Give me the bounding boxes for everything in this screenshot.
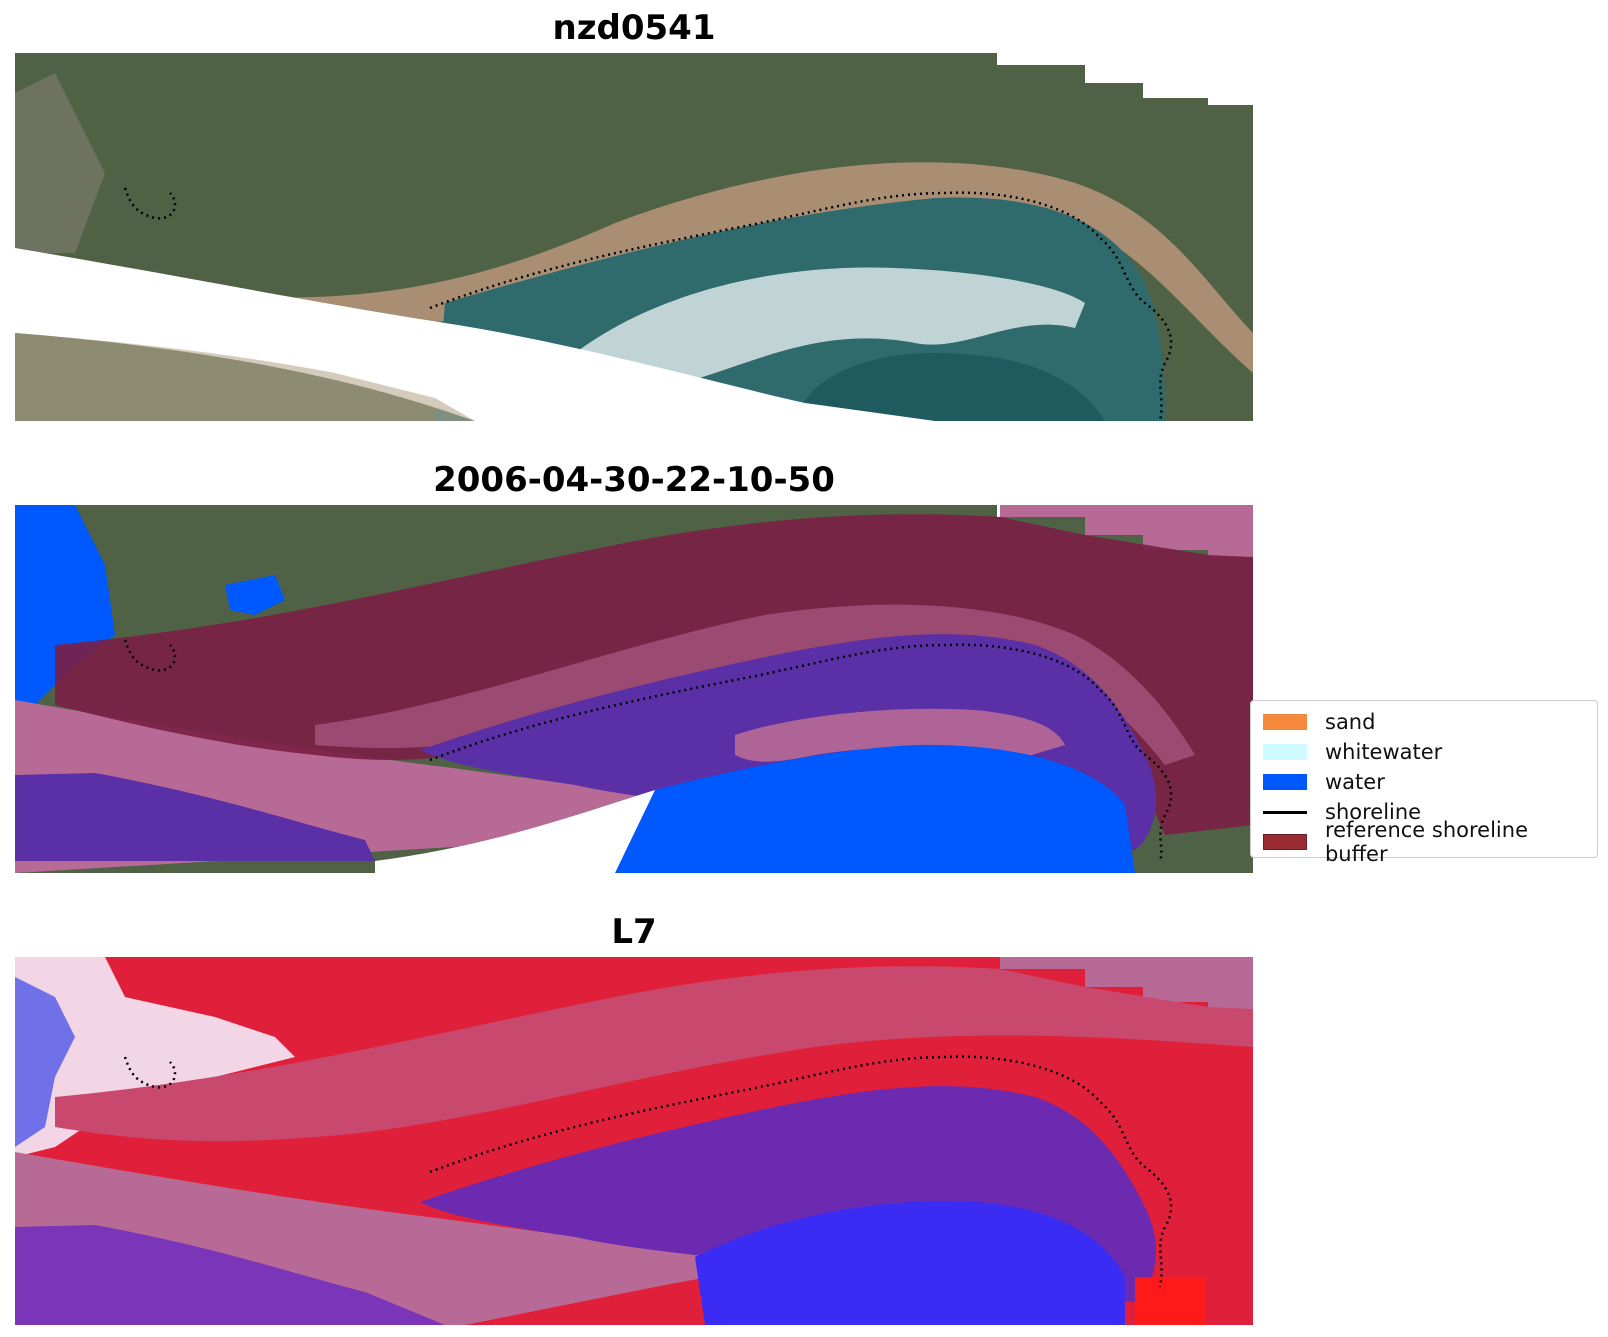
outside-buffer-top [1000,957,1253,1009]
index-blue-patch-left [15,977,75,1147]
classification-panel [15,505,1253,873]
shoreline-fragment [123,1056,177,1089]
index-image [15,957,1253,1325]
index-blue-water [695,1201,1125,1325]
legend-item-sand: sand [1257,707,1597,737]
index-purple-lower [15,1225,445,1325]
legend-swatch-whitewater [1263,744,1307,760]
cliff-area [15,73,105,253]
legend-item-reference-buffer: reference shoreline buffer [1257,818,1597,866]
water-patch-small [225,575,285,615]
legend-swatch-sand [1263,714,1307,730]
legend-item-water: water [1257,767,1597,797]
rgb-image-panel [15,53,1253,421]
panel-title-classification: 2006-04-30-22-10-50 [433,460,835,500]
buffer-band-light [55,966,1253,1142]
legend-label-reference-buffer: reference shoreline buffer [1324,818,1528,866]
legend-swatch-reference-buffer [1263,834,1307,850]
legend-line-shoreline [1263,810,1307,814]
legend-item-whitewater: whitewater [1257,737,1597,767]
legend-label-water: water [1325,770,1385,794]
index-red-corner [1135,1277,1205,1325]
legend-label-sand: sand [1325,710,1376,734]
water-patch-left [15,505,115,705]
classified-ocean-lower [15,773,375,861]
legend-item-shoreline: shoreline [1257,797,1597,827]
no-data-wedge [375,790,655,873]
no-data-lower [15,333,475,421]
rgb-image [15,53,1253,421]
legend: sand whitewater water shoreline referenc… [1250,700,1598,866]
legend-label-shoreline: shoreline [1325,800,1422,824]
shoreline-fragment [123,187,177,220]
panel-title-index: L7 [611,912,657,952]
deep-water [795,353,1105,421]
shoreline-fragment [123,639,177,672]
legend-label-whitewater: whitewater [1325,740,1443,764]
index-panel [15,957,1253,1325]
no-data-wedge [15,248,935,421]
water-class-region [615,744,1135,873]
surf-area [575,267,1085,390]
legend-swatch-water [1263,774,1307,790]
outside-buffer-top [1000,505,1253,557]
classification-image [15,505,1253,873]
panel-title-rgb: nzd0541 [552,8,716,48]
